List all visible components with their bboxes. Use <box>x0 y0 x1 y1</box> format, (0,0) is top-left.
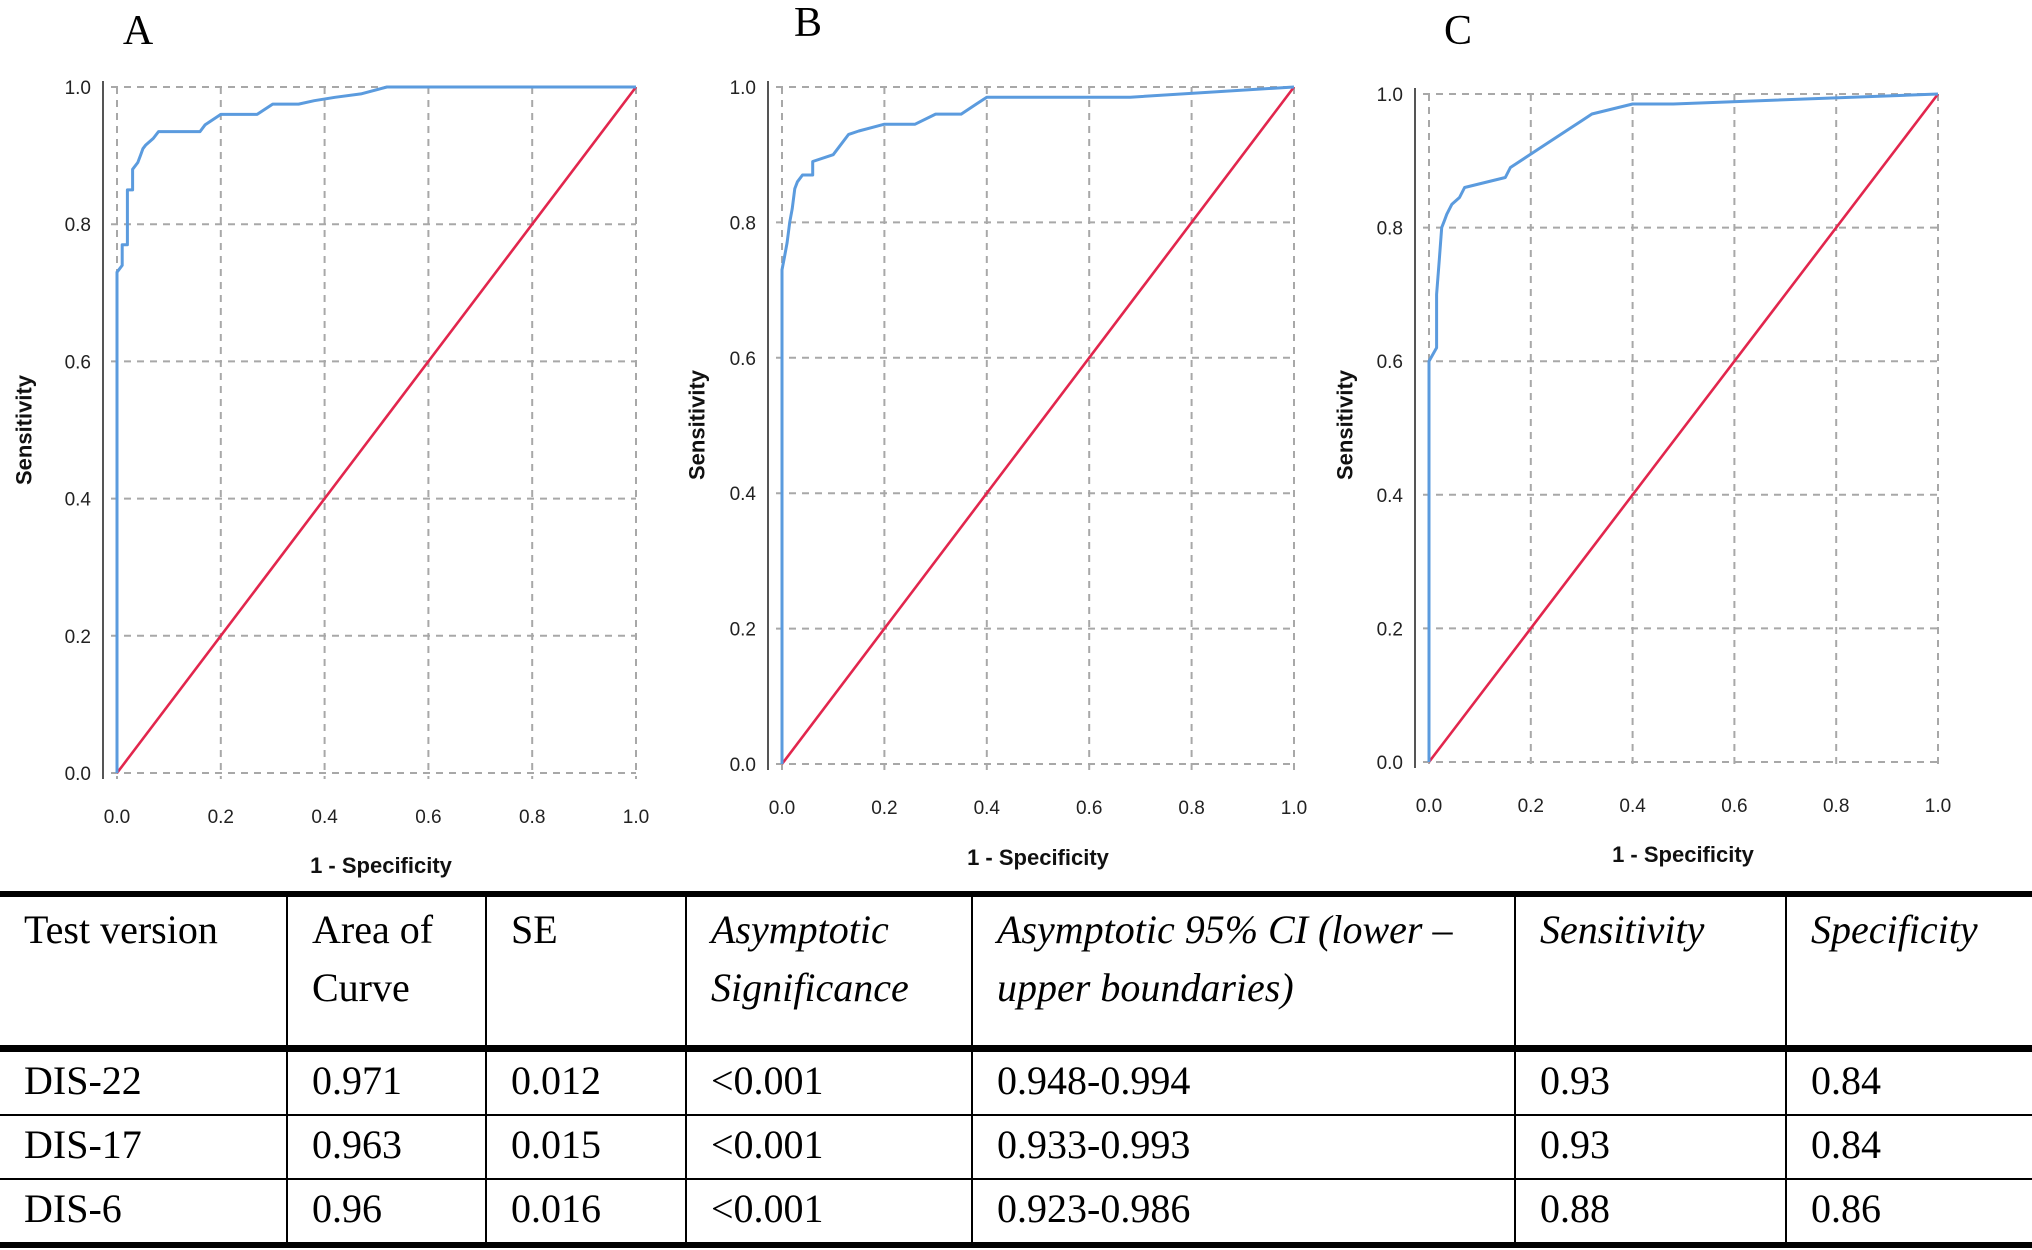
header-asymptotic-ci: Asymptotic 95% CI (lower – upper boundar… <box>971 894 1515 1052</box>
roc-panel-c: 0.0 0.2 0.4 0.6 0.8 1.0 0.0 0.2 0.4 0.6 0.8 1.0 1 - … <box>1333 8 1952 867</box>
x-tick-label: 0.0 <box>1416 796 1442 817</box>
y-tick-label: 0.2 <box>730 620 756 641</box>
cell-specificity: 0.84 <box>1785 1048 2032 1115</box>
reference-diagonal-line <box>780 86 1296 765</box>
roc-curve-line <box>115 85 636 773</box>
x-axis-title: 1 - Specificity <box>967 845 1110 870</box>
y-tick-label: 0.8 <box>730 213 756 234</box>
cell-ci: 0.933-0.993 <box>971 1115 1515 1179</box>
x-tick-label: 0.6 <box>415 807 441 828</box>
y-tick-label: 0.4 <box>730 484 757 505</box>
x-tick-label: 0.0 <box>769 798 795 819</box>
x-tick-label: 0.8 <box>1178 798 1204 819</box>
cell-significance: <0.001 <box>685 1115 972 1179</box>
header-sensitivity: Sensitivity <box>1514 894 1786 1052</box>
cell-sensitivity: 0.93 <box>1514 1048 1786 1115</box>
y-tick-label: 0.4 <box>65 490 92 511</box>
reference-diagonal-line <box>115 86 638 774</box>
header-specificity: Specificity <box>1785 894 2032 1052</box>
y-axis-title: Sensitivity <box>1333 369 1358 480</box>
y-tick-label: 0.8 <box>1377 219 1403 240</box>
y-axis-title: Sensitivity <box>685 369 710 480</box>
cell-ci: 0.923-0.986 <box>971 1179 1515 1245</box>
x-tick-label: 0.4 <box>1619 796 1646 817</box>
cell-specificity: 0.86 <box>1785 1179 2032 1245</box>
y-tick-label: 1.0 <box>65 78 91 99</box>
y-tick-label: 0.2 <box>65 627 91 648</box>
cell-significance: <0.001 <box>685 1179 972 1245</box>
cell-test-version: DIS-17 <box>24 1122 142 1167</box>
panel-letter: B <box>794 0 822 46</box>
y-tick-label: 0.6 <box>730 349 756 370</box>
x-tick-label: 0.4 <box>311 807 338 828</box>
cell-specificity: 0.84 <box>1785 1115 2032 1179</box>
x-tick-label: 0.2 <box>1518 796 1544 817</box>
cell-sensitivity: 0.93 <box>1514 1115 1786 1179</box>
roc-curve-line <box>780 85 1295 764</box>
x-tick-label: 0.6 <box>1076 798 1102 819</box>
y-tick-label: 1.0 <box>730 78 756 99</box>
y-tick-label: 0.6 <box>65 352 91 373</box>
header-asymptotic-significance: Asymptotic Significance <box>685 894 972 1052</box>
panel-letter: C <box>1444 8 1472 54</box>
x-axis-title: 1 - Specificity <box>1612 842 1755 867</box>
table-header-row: Test version Area of Curve SE Asymptotic… <box>0 894 2032 1052</box>
roc-panel-a: 0.0 0.2 0.4 0.6 0.8 1.0 0.0 0.2 0.4 0.6 0.8 1.0 1 - … <box>12 8 650 878</box>
cell-se: 0.015 <box>485 1115 686 1179</box>
x-tick-label: 0.8 <box>519 807 545 828</box>
x-tick-label: 0.0 <box>104 807 130 828</box>
cell-area: 0.96 <box>286 1179 486 1245</box>
y-tick-label: 0.2 <box>1377 619 1403 640</box>
header-se: SE <box>485 894 686 1052</box>
y-tick-label: 1.0 <box>1377 85 1403 106</box>
x-tick-label: 0.6 <box>1721 796 1747 817</box>
x-tick-label: 0.8 <box>1823 796 1849 817</box>
y-axis-title: Sensitivity <box>12 374 37 485</box>
x-tick-label: 1.0 <box>1281 798 1307 819</box>
y-tick-label: 0.6 <box>1377 352 1403 373</box>
x-tick-label: 0.2 <box>871 798 897 819</box>
y-tick-label: 0.8 <box>65 215 91 236</box>
header-area-of-curve: Area of Curve <box>286 894 486 1052</box>
x-tick-label: 1.0 <box>1925 796 1951 817</box>
x-tick-label: 0.4 <box>974 798 1001 819</box>
cell-test-version: DIS-22 <box>24 1058 142 1103</box>
cell-sensitivity: 0.88 <box>1514 1179 1786 1245</box>
roc-panel-b: 0.0 0.2 0.4 0.6 0.8 1.0 0.0 0.2 0.4 0.6 0.8 1.0 1 - … <box>685 0 1308 870</box>
y-tick-label: 0.0 <box>65 764 91 785</box>
x-axis-title: 1 - Specificity <box>310 853 453 878</box>
table-row: DIS-6 0.96 0.016 <0.001 0.923-0.986 0.88… <box>0 1179 2032 1245</box>
y-tick-label: 0.0 <box>1377 753 1403 774</box>
cell-area: 0.971 <box>286 1048 486 1115</box>
cell-se: 0.016 <box>485 1179 686 1245</box>
roc-results-table: Test version Area of Curve SE Asymptotic… <box>0 891 2032 1248</box>
cell-significance: <0.001 <box>685 1048 972 1115</box>
cell-test-version: DIS-6 <box>24 1186 122 1231</box>
table-row: DIS-17 0.963 0.015 <0.001 0.933-0.993 0.… <box>0 1115 2032 1179</box>
cell-area: 0.963 <box>286 1115 486 1179</box>
cell-se: 0.012 <box>485 1048 686 1115</box>
reference-diagonal-line <box>1427 93 1940 763</box>
roc-charts: 0.0 0.2 0.4 0.6 0.8 1.0 0.0 0.2 0.4 0.6 0.8 1.0 1 - … <box>12 0 1952 878</box>
x-tick-label: 0.2 <box>208 807 234 828</box>
y-tick-label: 0.4 <box>1377 486 1404 507</box>
cell-ci: 0.948-0.994 <box>971 1048 1515 1115</box>
panel-letter: A <box>123 8 154 54</box>
roc-results-table-container: Test version Area of Curve SE Asymptotic… <box>0 891 2032 1248</box>
header-test-version: Test version <box>0 894 287 1052</box>
y-tick-label: 0.0 <box>730 755 756 776</box>
roc-curve-line <box>1427 92 1939 762</box>
x-tick-label: 1.0 <box>623 807 649 828</box>
table-row: DIS-22 0.971 0.012 <0.001 0.948-0.994 0.… <box>0 1048 2032 1115</box>
